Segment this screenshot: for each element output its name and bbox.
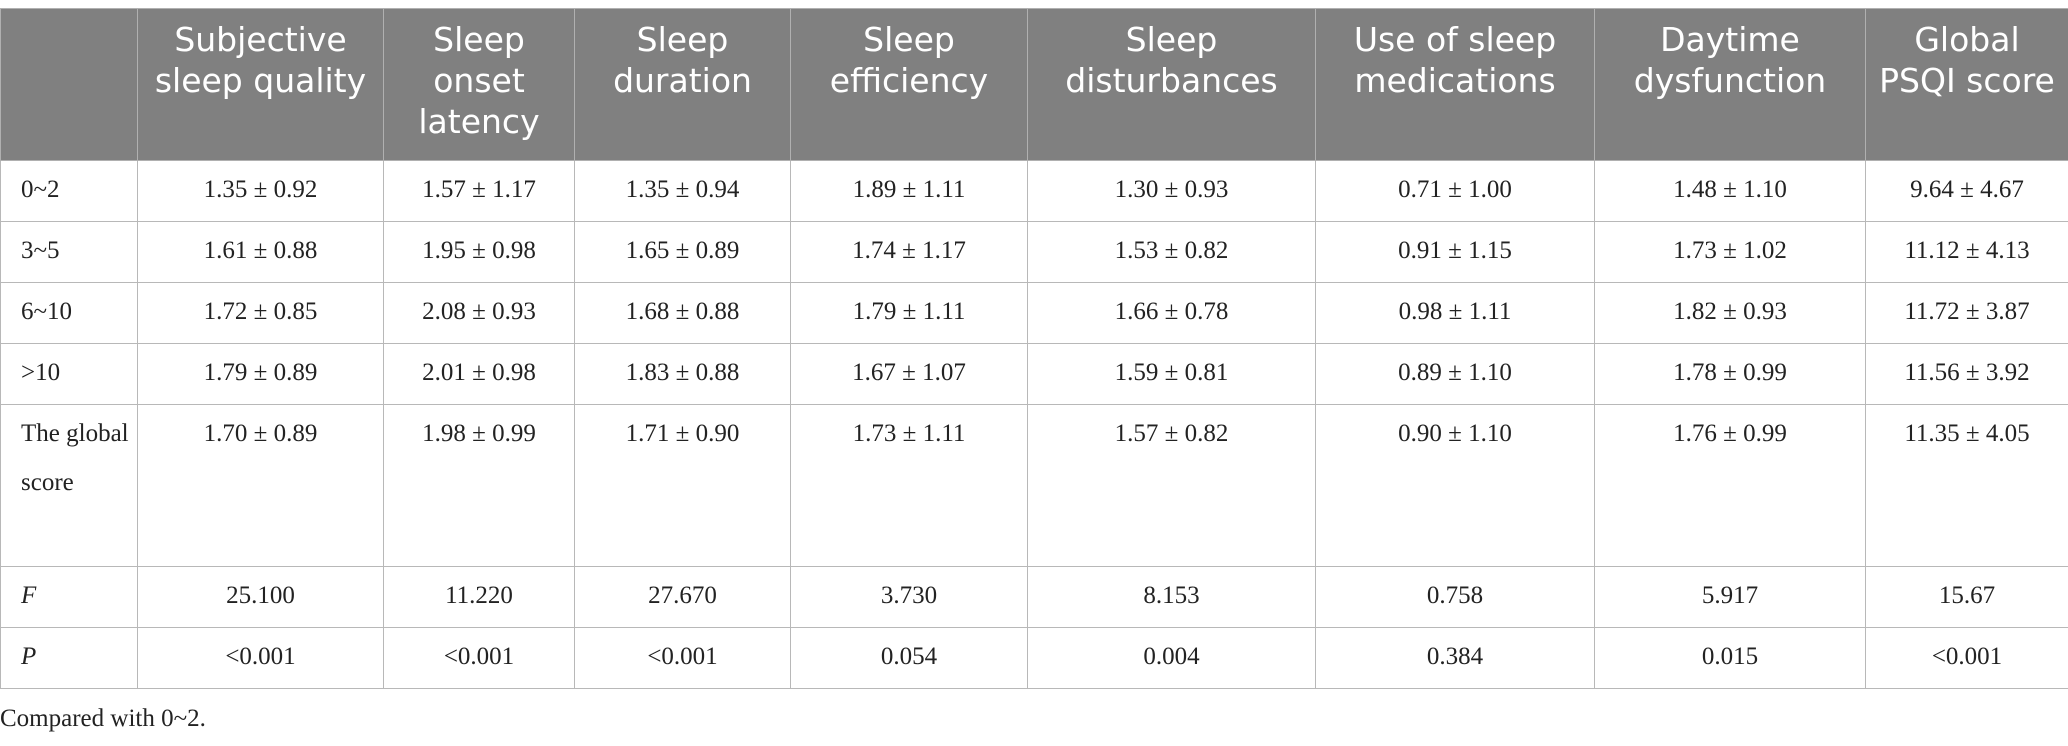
table-cell: 0.758 xyxy=(1315,566,1595,628)
table-cell: 1.73 ± 1.02 xyxy=(1594,221,1866,283)
table-cell: <0.001 xyxy=(383,627,575,689)
table-wrapper: Subjective sleep quality Sleep onset lat… xyxy=(0,8,2068,689)
table-cell: <0.001 xyxy=(574,627,791,689)
table-row: 6~10 1.72 ± 0.85 2.08 ± 0.93 1.68 ± 0.88… xyxy=(0,282,2068,344)
table-cell: 1.72 ± 0.85 xyxy=(137,282,384,344)
table-cell: 0.015 xyxy=(1594,627,1866,689)
table-cell: 11.56 ± 3.92 xyxy=(1865,343,2068,405)
table-footnote: Compared with 0~2. xyxy=(0,705,206,732)
header-row: Subjective sleep quality Sleep onset lat… xyxy=(0,8,2068,161)
table-cell: 1.73 ± 1.11 xyxy=(790,404,1028,567)
table-cell: 0.89 ± 1.10 xyxy=(1315,343,1595,405)
table-cell: 1.70 ± 0.89 xyxy=(137,404,384,567)
header-subjective-sleep-quality: Subjective sleep quality xyxy=(137,8,384,161)
table-row: P <0.001 <0.001 <0.001 0.054 0.004 0.384… xyxy=(0,627,2068,689)
table-cell: 8.153 xyxy=(1027,566,1316,628)
header-sleep-disturbances: Sleep disturbances xyxy=(1027,8,1316,161)
row-label: 3~5 xyxy=(0,221,138,283)
table-cell: 1.67 ± 1.07 xyxy=(790,343,1028,405)
table-cell: 1.57 ± 1.17 xyxy=(383,160,575,222)
table-row: >10 1.79 ± 0.89 2.01 ± 0.98 1.83 ± 0.88 … xyxy=(0,343,2068,405)
table-cell: 0.004 xyxy=(1027,627,1316,689)
table-cell: 1.61 ± 0.88 xyxy=(137,221,384,283)
table-cell: 1.65 ± 0.89 xyxy=(574,221,791,283)
table-cell: 1.71 ± 0.90 xyxy=(574,404,791,567)
table-cell: 1.98 ± 0.99 xyxy=(383,404,575,567)
table-cell: 0.91 ± 1.15 xyxy=(1315,221,1595,283)
table-cell: 1.68 ± 0.88 xyxy=(574,282,791,344)
table-cell: 1.83 ± 0.88 xyxy=(574,343,791,405)
table-cell: 11.35 ± 4.05 xyxy=(1865,404,2068,567)
header-sleep-onset-latency: Sleep onset latency xyxy=(383,8,575,161)
table-cell: 0.71 ± 1.00 xyxy=(1315,160,1595,222)
row-label: 6~10 xyxy=(0,282,138,344)
header-daytime-dysfunction: Daytime dysfunction xyxy=(1594,8,1866,161)
table-cell: 0.384 xyxy=(1315,627,1595,689)
table-cell: <0.001 xyxy=(137,627,384,689)
table-cell: 27.670 xyxy=(574,566,791,628)
row-label: F xyxy=(0,566,138,628)
table-cell: 1.57 ± 0.82 xyxy=(1027,404,1316,567)
table-cell: 0.98 ± 1.11 xyxy=(1315,282,1595,344)
row-label: P xyxy=(0,627,138,689)
table-row: 0~2 1.35 ± 0.92 1.57 ± 1.17 1.35 ± 0.94 … xyxy=(0,160,2068,222)
table-cell: 2.01 ± 0.98 xyxy=(383,343,575,405)
table-cell: 1.35 ± 0.94 xyxy=(574,160,791,222)
table-cell: 1.79 ± 1.11 xyxy=(790,282,1028,344)
table-cell: 11.220 xyxy=(383,566,575,628)
table-cell: 1.89 ± 1.11 xyxy=(790,160,1028,222)
table-cell: 1.30 ± 0.93 xyxy=(1027,160,1316,222)
row-label: >10 xyxy=(0,343,138,405)
table-cell: 1.35 ± 0.92 xyxy=(137,160,384,222)
table-cell: 1.66 ± 0.78 xyxy=(1027,282,1316,344)
header-global-psqi-score: Global PSQI score xyxy=(1865,8,2068,161)
table-cell: 1.53 ± 0.82 xyxy=(1027,221,1316,283)
table-cell: 15.67 xyxy=(1865,566,2068,628)
table-row: 3~5 1.61 ± 0.88 1.95 ± 0.98 1.65 ± 0.89 … xyxy=(0,221,2068,283)
header-sleep-efficiency: Sleep efficiency xyxy=(790,8,1028,161)
table-cell: 25.100 xyxy=(137,566,384,628)
row-label: 0~2 xyxy=(0,160,138,222)
table-cell: 0.90 ± 1.10 xyxy=(1315,404,1595,567)
table-cell: 0.054 xyxy=(790,627,1028,689)
psqi-table: Subjective sleep quality Sleep onset lat… xyxy=(0,8,2068,689)
row-label: The global score xyxy=(0,404,138,567)
table-cell: 1.79 ± 0.89 xyxy=(137,343,384,405)
table-cell: 1.76 ± 0.99 xyxy=(1594,404,1866,567)
table-cell: 11.12 ± 4.13 xyxy=(1865,221,2068,283)
table-cell: 3.730 xyxy=(790,566,1028,628)
table-cell: <0.001 xyxy=(1865,627,2068,689)
table-row: F 25.100 11.220 27.670 3.730 8.153 0.758… xyxy=(0,566,2068,628)
table-row: The global score 1.70 ± 0.89 1.98 ± 0.99… xyxy=(0,404,2068,567)
header-use-of-sleep-medications: Use of sleep medications xyxy=(1315,8,1595,161)
table-cell: 1.82 ± 0.93 xyxy=(1594,282,1866,344)
header-sleep-duration: Sleep duration xyxy=(574,8,791,161)
table-cell: 1.95 ± 0.98 xyxy=(383,221,575,283)
header-blank xyxy=(0,8,138,161)
table-cell: 2.08 ± 0.93 xyxy=(383,282,575,344)
table-cell: 1.48 ± 1.10 xyxy=(1594,160,1866,222)
table-cell: 1.78 ± 0.99 xyxy=(1594,343,1866,405)
table-cell: 5.917 xyxy=(1594,566,1866,628)
table-cell: 1.59 ± 0.81 xyxy=(1027,343,1316,405)
table-cell: 1.74 ± 1.17 xyxy=(790,221,1028,283)
table-cell: 11.72 ± 3.87 xyxy=(1865,282,2068,344)
table-cell: 9.64 ± 4.67 xyxy=(1865,160,2068,222)
